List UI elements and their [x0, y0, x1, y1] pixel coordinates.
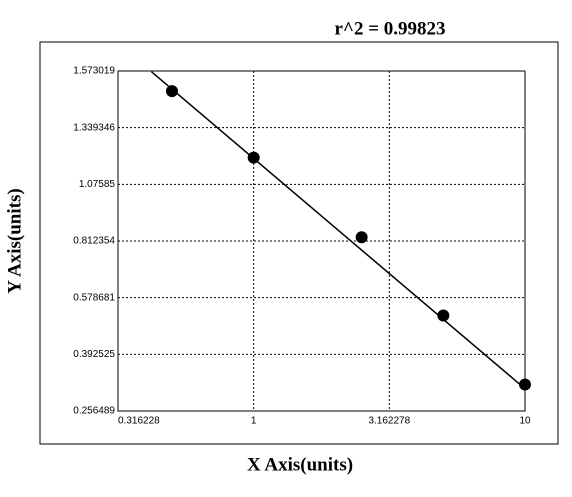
- x-tick-label: 10: [519, 416, 531, 427]
- x-tick-label: 3.162278: [368, 416, 410, 427]
- chart-title: r^2 = 0.99823: [334, 18, 445, 39]
- y-tick-label: 0.578681: [73, 292, 115, 303]
- y-tick-label: 1.07585: [79, 179, 116, 190]
- data-point: [165, 85, 178, 98]
- y-tick-label: 0.812354: [73, 236, 115, 247]
- data-point: [355, 231, 368, 244]
- y-axis-label: Y Axis(units): [4, 188, 25, 293]
- x-axis-label: X Axis(units): [247, 454, 353, 475]
- plot-area: [117, 70, 526, 412]
- x-tick-label: 0.316228: [118, 416, 160, 427]
- data-point: [247, 151, 260, 164]
- y-tick-label: 0.256489: [73, 406, 115, 417]
- y-tick-label: 1.339346: [73, 122, 115, 133]
- data-point: [519, 378, 531, 391]
- y-tick-label: 0.392525: [73, 349, 115, 360]
- y-tick-label: 1.573019: [73, 66, 115, 77]
- x-tick-label: 1: [251, 416, 257, 427]
- outer-frame: [39, 41, 559, 445]
- fit-line: [150, 71, 526, 390]
- data-point: [437, 309, 450, 322]
